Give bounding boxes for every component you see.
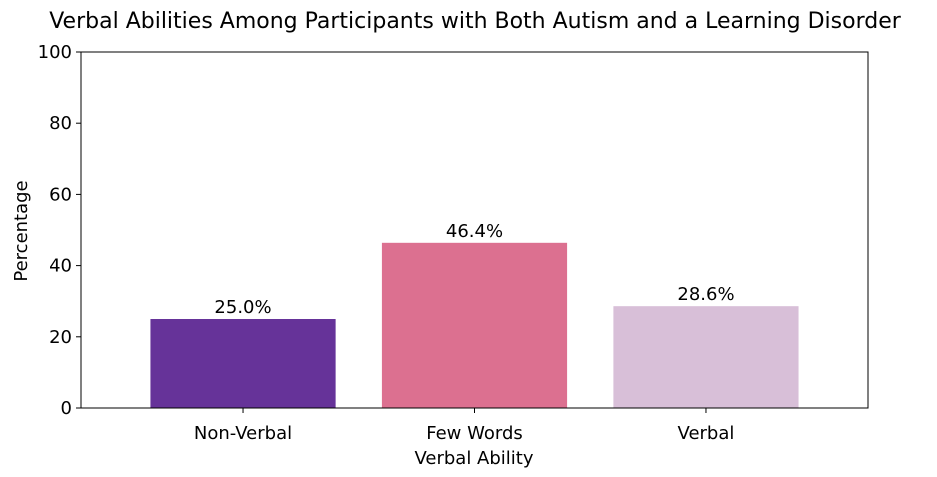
bar-data-label: 25.0% <box>214 297 271 318</box>
y-tick-label: 100 <box>38 42 72 63</box>
bar-data-label: 28.6% <box>677 284 734 305</box>
y-tick-label: 0 <box>61 398 72 419</box>
y-tick-label: 60 <box>49 184 72 205</box>
bar <box>381 242 568 408</box>
y-tick-label: 40 <box>49 256 72 277</box>
bar-data-label: 46.4% <box>446 221 503 242</box>
x-tick-label: Few Words <box>426 423 523 444</box>
bar <box>613 306 799 408</box>
x-axis-label: Verbal Ability <box>414 448 533 469</box>
x-axis: Non-Verbal Few Words Verbal <box>194 408 734 444</box>
y-axis: 0 20 40 60 80 100 <box>38 42 81 419</box>
y-tick-label: 20 <box>49 327 72 348</box>
chart-title: Verbal Abilities Among Participants with… <box>49 9 902 34</box>
bars-group: 25.0% 46.4% 28.6% <box>150 221 799 408</box>
y-axis-label: Percentage <box>11 180 32 281</box>
x-tick-label: Non-Verbal <box>194 423 292 444</box>
plot-frame <box>80 51 869 409</box>
y-tick-label: 80 <box>49 113 72 134</box>
bar <box>150 319 336 408</box>
x-tick-label: Verbal <box>678 423 735 444</box>
